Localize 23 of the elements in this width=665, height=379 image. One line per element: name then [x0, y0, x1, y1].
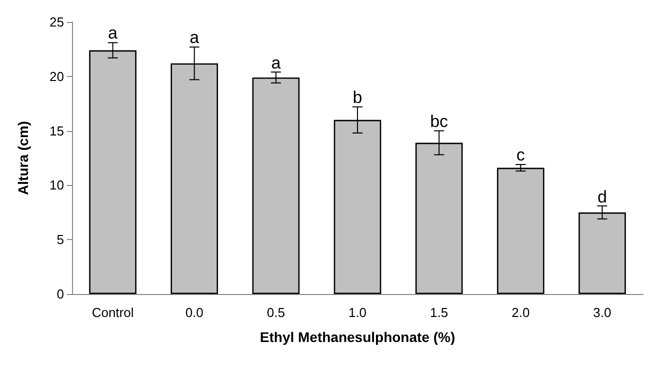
- annotation: a: [271, 54, 282, 73]
- annotation: a: [108, 24, 118, 43]
- annotation: a: [190, 28, 200, 48]
- y-axis-title: Altura (cm): [15, 121, 31, 195]
- annotation: b: [352, 88, 362, 107]
- x-tick-label: 3.0: [593, 305, 612, 320]
- annotation: bc: [430, 112, 449, 131]
- y-tick-label: 15: [50, 123, 64, 138]
- y-tick-label: 25: [50, 14, 64, 30]
- annotation: c: [516, 146, 526, 165]
- annotation: d: [597, 187, 607, 206]
- x-axis-title: Ethyl Methanesulphonate (%): [260, 329, 456, 345]
- y-tick-label: 0: [56, 286, 64, 302]
- x-tick-label: 0.5: [266, 305, 285, 320]
- bar: [496, 168, 544, 294]
- y-tick-label: 10: [50, 178, 64, 193]
- x-tick-label: 0.0: [185, 305, 204, 320]
- x-tick-label: 2.0: [512, 305, 530, 320]
- x-tick-label: 1.5: [430, 305, 448, 320]
- x-tick-label: Control: [92, 305, 134, 320]
- y-tick-label: 20: [50, 68, 64, 84]
- x-tick-label: 1.0: [348, 305, 367, 320]
- y-tick-label: 5: [56, 232, 64, 248]
